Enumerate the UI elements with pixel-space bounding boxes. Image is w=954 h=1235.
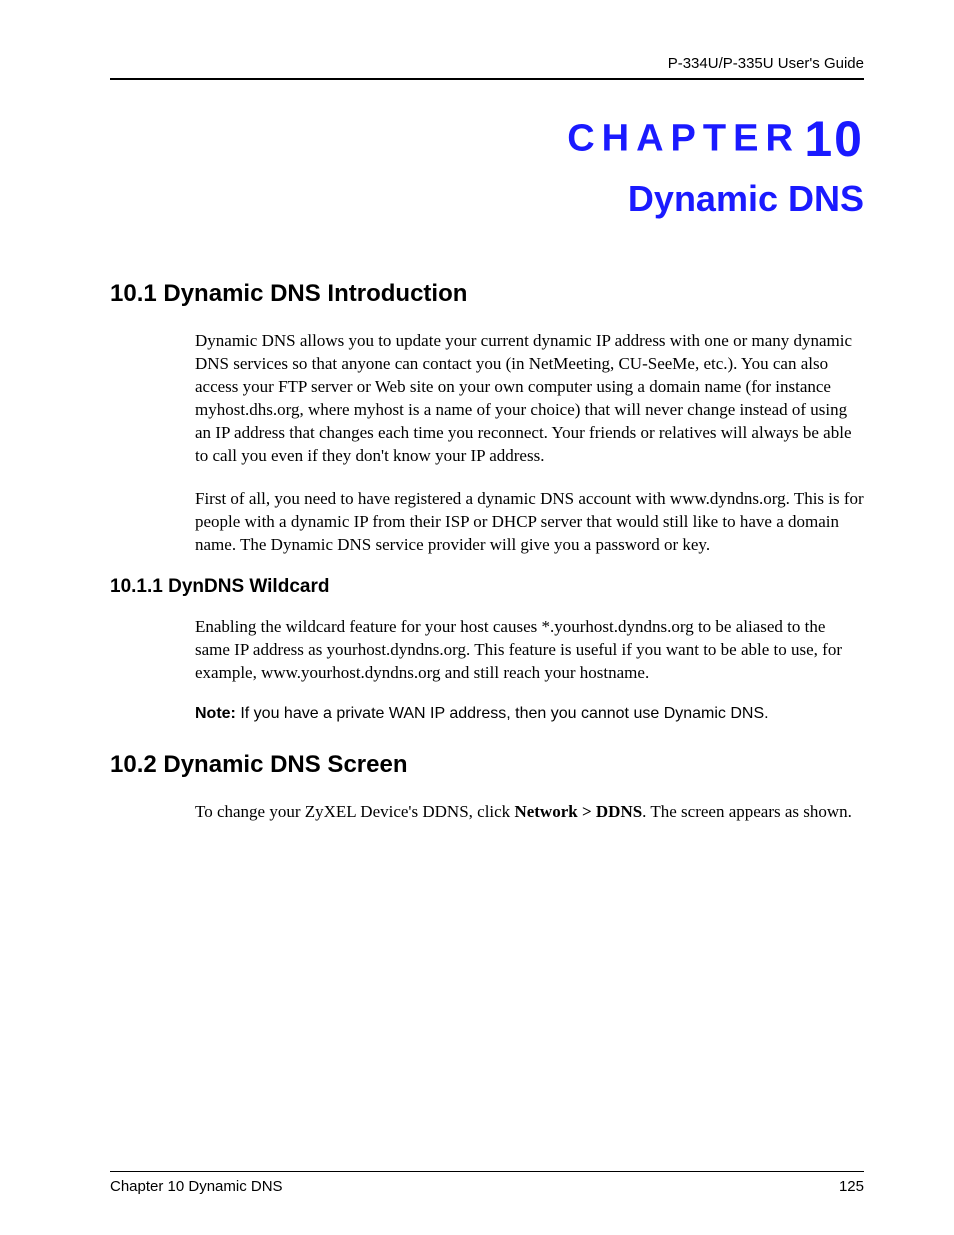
section-10-2-p1-bold: Network > DDNS [514, 802, 642, 821]
footer-page-number: 125 [839, 1178, 864, 1195]
section-10-2-p1-b: . The screen appears as shown. [642, 802, 852, 821]
header-rule [110, 78, 864, 80]
footer-rule [110, 1171, 864, 1172]
note-label: Note: [195, 705, 236, 722]
chapter-title: Dynamic DNS [110, 178, 864, 220]
document-page: P-334U/P-335U User's Guide CHAPTER 10 Dy… [0, 0, 954, 1235]
footer-left: Chapter 10 Dynamic DNS [110, 1178, 283, 1195]
chapter-word: CHAPTER [567, 118, 800, 160]
section-10-1-heading: 10.1 Dynamic DNS Introduction [110, 280, 864, 308]
chapter-number: 10 [804, 111, 864, 167]
section-10-2-p1-a: To change your ZyXEL Device's DDNS, clic… [195, 802, 514, 821]
chapter-heading: CHAPTER 10 [110, 110, 864, 168]
section-10-1-p2: First of all, you need to have registere… [195, 488, 864, 557]
section-10-1-1-note: Note: If you have a private WAN IP addre… [195, 705, 864, 723]
section-10-1-p1: Dynamic DNS allows you to update your cu… [195, 330, 864, 468]
page-footer: Chapter 10 Dynamic DNS 125 [110, 1171, 864, 1195]
section-10-2-heading: 10.2 Dynamic DNS Screen [110, 751, 864, 779]
footer-row: Chapter 10 Dynamic DNS 125 [110, 1178, 864, 1195]
section-10-1-1-p1: Enabling the wildcard feature for your h… [195, 616, 864, 685]
section-10-1-1-heading: 10.1.1 DynDNS Wildcard [110, 576, 864, 598]
note-body: If you have a private WAN IP address, th… [236, 705, 769, 722]
header-guide-title: P-334U/P-335U User's Guide [110, 55, 864, 72]
section-10-2-p1: To change your ZyXEL Device's DDNS, clic… [195, 801, 864, 824]
